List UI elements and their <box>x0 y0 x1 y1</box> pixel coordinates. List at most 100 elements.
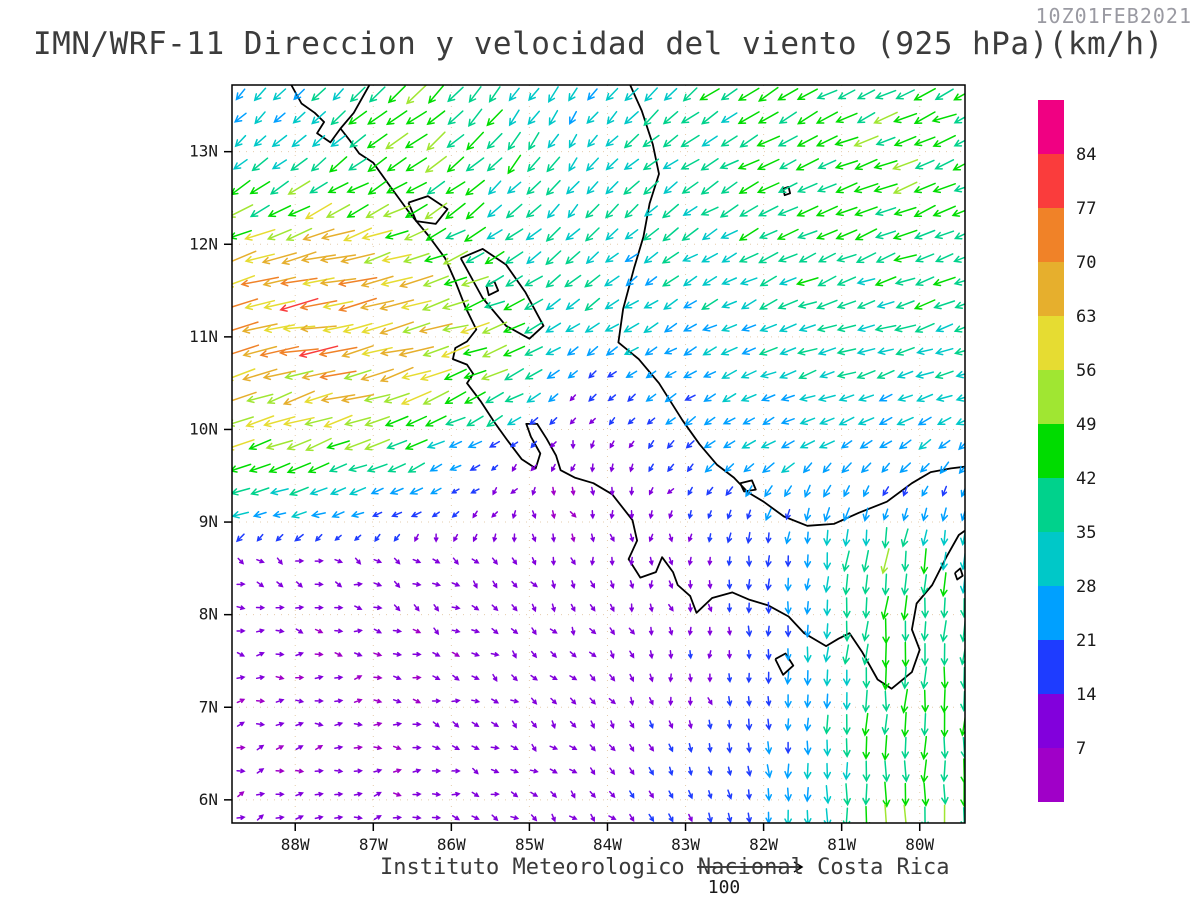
wind-arrow <box>779 347 797 356</box>
wind-arrow <box>940 736 949 760</box>
wind-arrow <box>756 135 781 147</box>
wind-arrow <box>273 112 286 124</box>
wind-arrow <box>843 714 851 736</box>
wind-arrow <box>934 159 955 170</box>
wind-arrow <box>920 759 929 784</box>
wind-arrow <box>818 440 835 449</box>
wind-arrow <box>916 347 934 356</box>
wind-arrow <box>746 765 752 777</box>
wind-arrow <box>379 299 415 311</box>
wind-arrow <box>934 347 954 356</box>
wind-arrow <box>874 89 897 100</box>
wind-arrow <box>409 487 424 495</box>
wind-arrow <box>795 158 820 171</box>
wind-arrow <box>472 767 479 775</box>
wind-arrow <box>625 370 638 379</box>
wind-arrow <box>412 675 422 681</box>
wind-arrow <box>467 440 483 449</box>
wind-arrow <box>666 488 675 495</box>
wind-arrow <box>486 204 503 218</box>
wind-arrow <box>953 139 965 147</box>
wind-arrow <box>232 463 252 473</box>
wind-arrow <box>412 558 422 564</box>
wind-arrow <box>798 324 816 332</box>
wind-arrow <box>236 651 246 657</box>
wind-arrow <box>879 440 893 449</box>
wind-arrow <box>688 720 693 730</box>
wind-arrow <box>803 762 812 780</box>
wind-arrow <box>255 721 266 727</box>
wind-arrow <box>742 417 756 425</box>
wind-arrow <box>236 815 246 820</box>
wind-arrow <box>256 558 265 564</box>
wind-arrow <box>604 252 619 263</box>
wind-arrow <box>405 415 428 427</box>
wind-arrow <box>746 696 752 707</box>
wind-arrow <box>880 595 890 621</box>
wind-arrow <box>421 298 450 311</box>
wind-arrow <box>958 465 965 475</box>
wind-arrow <box>348 110 368 125</box>
wind-arrow <box>700 206 719 216</box>
reference-vector: 100 <box>697 861 804 898</box>
wind-arrow <box>873 183 898 194</box>
colorbar-segment <box>1038 532 1064 586</box>
wind-arrow <box>933 300 956 310</box>
wind-arrow <box>523 321 544 334</box>
wind-arrow <box>286 462 312 474</box>
wind-arrow <box>740 393 757 402</box>
wind-arrow <box>569 110 578 126</box>
wind-arrow <box>707 510 713 520</box>
wind-arrow <box>523 298 544 310</box>
wind-arrow <box>432 721 441 728</box>
wind-arrow <box>823 762 832 780</box>
wind-arrow <box>688 813 693 823</box>
wind-arrow <box>648 626 654 636</box>
wind-arrow <box>347 464 368 473</box>
wind-arrow <box>913 87 936 101</box>
wind-arrow <box>531 743 537 752</box>
wind-arrow <box>253 135 267 147</box>
wind-arrow <box>550 791 558 798</box>
wind-arrow <box>447 110 464 126</box>
wind-arrow <box>341 345 374 358</box>
wind-arrow <box>604 323 620 332</box>
wind-arrow <box>940 711 949 739</box>
colorbar-segment <box>1038 424 1064 478</box>
wind-arrow <box>701 135 718 147</box>
wind-arrow <box>815 229 838 240</box>
wind-arrow <box>784 741 792 755</box>
wind-arrow <box>314 558 324 564</box>
wind-arrow <box>940 689 949 714</box>
wind-arrow <box>386 181 408 194</box>
wind-arrow <box>432 745 441 751</box>
wind-arrow <box>323 414 353 428</box>
wind-arrow <box>803 786 812 803</box>
wind-arrow <box>490 464 499 471</box>
wind-arrow <box>701 228 718 241</box>
wind-arrow <box>392 792 402 797</box>
wind-arrow <box>938 439 951 449</box>
wind-arrow <box>704 462 715 473</box>
wind-arrow <box>643 109 659 127</box>
wind-arrow <box>823 484 832 498</box>
wind-arrow <box>256 744 265 751</box>
wind-arrow <box>873 111 898 124</box>
wind-arrow <box>893 112 918 124</box>
wind-arrow <box>451 511 460 518</box>
wind-arrow <box>624 229 639 240</box>
wind-arrow <box>326 440 350 450</box>
wind-arrow <box>322 323 354 334</box>
wind-arrow <box>491 511 499 518</box>
wind-arrow <box>314 533 323 542</box>
wind-arrow <box>840 440 853 449</box>
wind-arrow <box>609 463 615 473</box>
wind-arrow <box>350 511 365 518</box>
wind-arrow <box>295 651 304 657</box>
wind-arrow <box>913 299 936 310</box>
wind-arrow <box>531 627 537 636</box>
wind-arrow <box>765 787 773 802</box>
wind-arrow <box>290 157 308 171</box>
wind-arrow <box>511 463 517 472</box>
wind-arrow <box>302 228 335 242</box>
